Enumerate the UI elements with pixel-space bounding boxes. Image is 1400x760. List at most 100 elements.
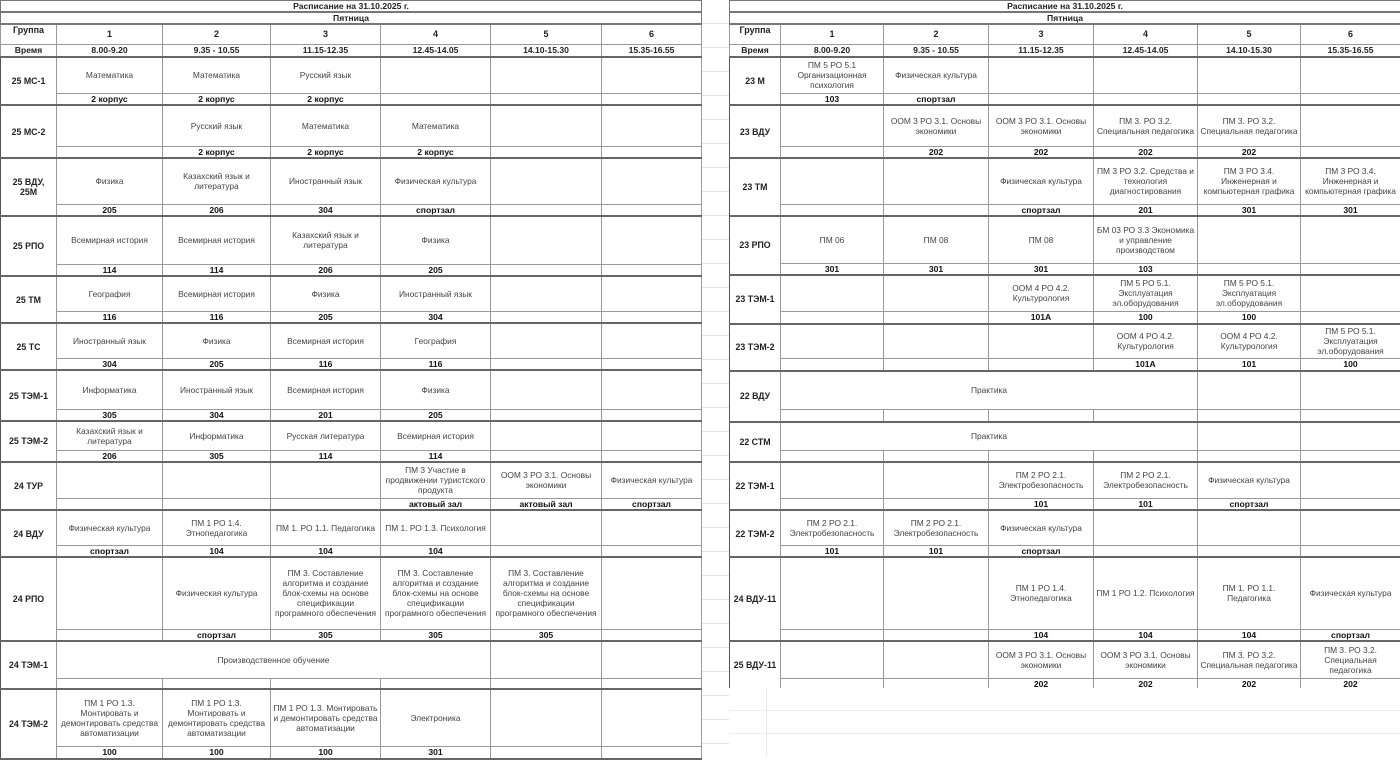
subject-cell: География	[57, 276, 163, 311]
day-of-week: Пятница	[730, 12, 1400, 24]
subject-cell	[491, 57, 602, 93]
subject-cell: Всемирная история	[271, 323, 381, 358]
subject-cell	[1198, 422, 1301, 451]
group-name: 24 ТЭМ-2	[1, 689, 57, 759]
room-cell	[163, 679, 271, 689]
subject-cell	[884, 324, 989, 359]
room-cell: 305	[491, 629, 602, 641]
room-cell: 305	[271, 629, 381, 641]
subject-cell: ПМ 3. РО 3.2. Специальная педагогика	[1198, 105, 1301, 146]
room-cell	[1198, 410, 1301, 422]
room-cell: 101А	[989, 312, 1094, 324]
group-name: 23 ВДУ	[730, 105, 781, 158]
room-cell: 101	[884, 545, 989, 557]
room-cell	[1301, 312, 1400, 324]
subject-cell: Казахский язык и литература	[163, 158, 271, 204]
room-cell	[57, 499, 163, 511]
group-name: 23 М	[730, 57, 781, 105]
subject-cell: ПМ 5 РО 5.1. Эксплуатация эл.оборудовани…	[1198, 275, 1301, 312]
subject-cell: Всемирная история	[163, 276, 271, 311]
room-cell: 304	[57, 358, 163, 370]
room-cell: 201	[1094, 204, 1198, 216]
room-cell	[271, 499, 381, 511]
subject-cell	[989, 324, 1094, 359]
group-name: 23 ТМ	[730, 158, 781, 216]
room-cell: 101	[1198, 359, 1301, 371]
room-cell: 304	[271, 204, 381, 216]
subject-cell	[781, 105, 884, 146]
period-number: 1	[57, 24, 163, 44]
subject-cell	[271, 462, 381, 499]
room-cell: 2 корпус	[381, 146, 491, 158]
room-cell: 116	[57, 311, 163, 323]
subject-cell: ПМ 06	[781, 216, 884, 263]
subject-cell	[1301, 422, 1400, 451]
subject-cell: ПМ 1 РО 1.4. Этнопедагогика	[163, 510, 271, 545]
subject-cell	[491, 370, 602, 409]
room-cell	[884, 451, 989, 462]
empty-spreadsheet-area	[729, 688, 1400, 756]
room-cell	[602, 679, 702, 689]
room-cell: спортзал	[163, 629, 271, 641]
room-cell: 205	[381, 409, 491, 421]
subject-cell	[381, 57, 491, 93]
room-cell	[491, 264, 602, 276]
period-number: 5	[491, 24, 602, 44]
period-time: 14.10-15.30	[491, 44, 602, 57]
room-cell: 206	[271, 264, 381, 276]
room-cell	[602, 545, 702, 557]
room-cell	[491, 358, 602, 370]
room-cell: спортзал	[989, 204, 1094, 216]
subject-cell: Физика	[271, 276, 381, 311]
room-cell	[884, 629, 989, 641]
group-name: 25 ТС	[1, 323, 57, 370]
room-cell: 103	[781, 93, 884, 105]
room-cell: спортзал	[57, 545, 163, 557]
subject-cell: ПМ 2 РО 2.1. Электробезопасность	[1094, 462, 1198, 499]
room-cell: 100	[163, 747, 271, 759]
room-cell: 101	[989, 499, 1094, 511]
subject-cell: Производственное обучение	[57, 641, 491, 679]
room-cell	[1301, 545, 1400, 557]
subject-cell: ПМ 3. Составление алгоритма и создание б…	[271, 557, 381, 629]
subject-cell	[1301, 57, 1400, 93]
subject-cell: Физическая культура	[57, 510, 163, 545]
room-cell: 301	[1301, 204, 1400, 216]
room-cell: 100	[57, 747, 163, 759]
subject-cell: Физика	[57, 158, 163, 204]
room-cell	[989, 410, 1094, 422]
room-cell	[781, 629, 884, 641]
period-number: 3	[989, 24, 1094, 44]
subject-cell: Русская литература	[271, 421, 381, 450]
subject-cell: ООМ 3 РО 3.1. Основы экономики	[1094, 641, 1198, 679]
room-cell	[602, 629, 702, 641]
subject-cell: Всемирная история	[163, 216, 271, 264]
room-cell: 305	[57, 409, 163, 421]
subject-cell	[602, 105, 702, 146]
room-cell: актовый зал	[491, 499, 602, 511]
room-cell: 2 корпус	[163, 146, 271, 158]
subject-cell	[1198, 57, 1301, 93]
group-name: 25 ВДУ-11	[730, 641, 781, 691]
group-name: 23 ТЭМ-2	[730, 324, 781, 371]
room-cell	[1301, 93, 1400, 105]
room-cell	[271, 679, 381, 689]
group-header: Группа	[730, 24, 781, 44]
subject-cell: Физическая культура	[602, 462, 702, 499]
room-cell	[989, 93, 1094, 105]
group-name: 24 ВДУ	[1, 510, 57, 557]
room-cell: 103	[1094, 263, 1198, 275]
